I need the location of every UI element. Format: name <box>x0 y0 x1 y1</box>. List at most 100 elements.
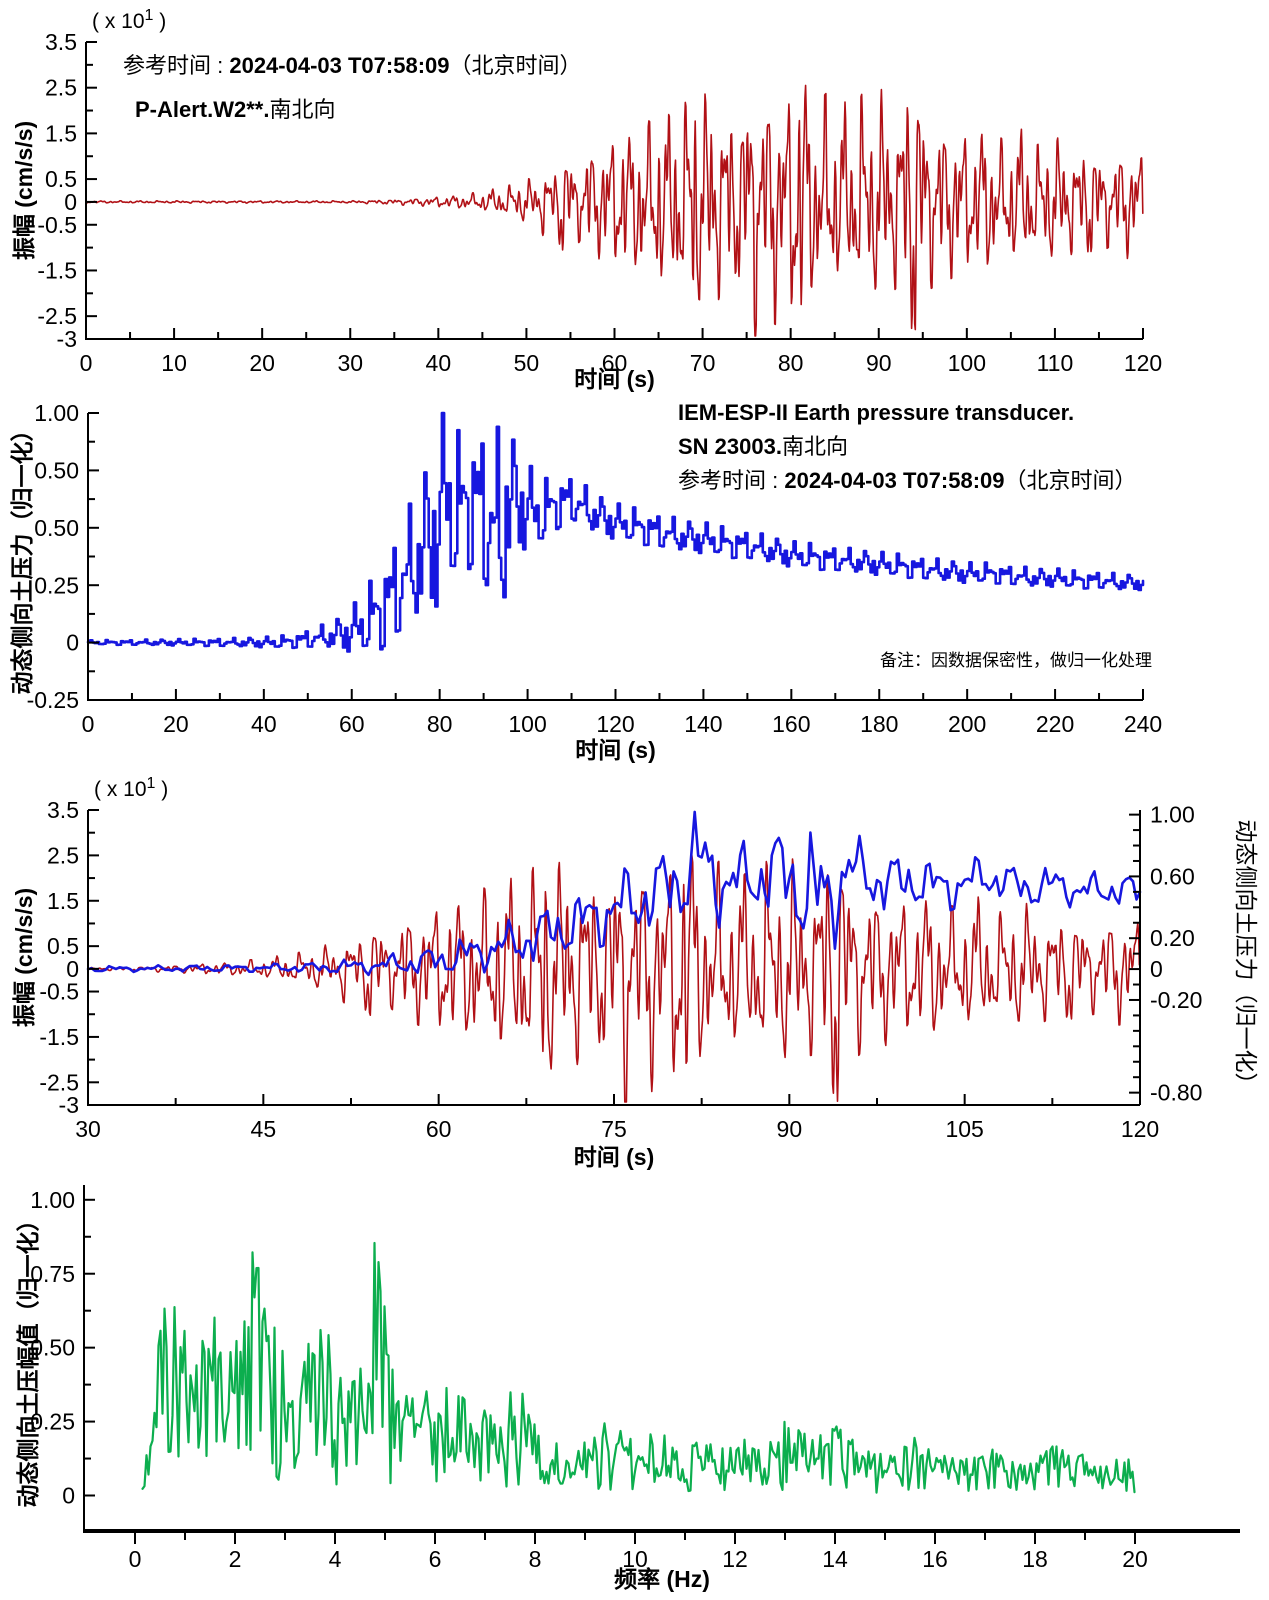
svg-text:18: 18 <box>1022 1546 1048 1572</box>
x-axis-label: 频率 (Hz) <box>614 1566 710 1592</box>
svg-text:0: 0 <box>62 1483 75 1509</box>
svg-text:75: 75 <box>601 1116 627 1142</box>
chart2-ticks <box>87 412 1144 701</box>
chart4-ticks <box>84 1198 1136 1544</box>
svg-text:0.60: 0.60 <box>1150 863 1195 889</box>
chart2-tick-labels: 0 20 40 60 80 100 120 140 160 180 200 220 240-0.2500… <box>27 400 1163 737</box>
svg-text:1.00: 1.00 <box>30 1187 75 1213</box>
svg-text:120: 120 <box>1121 1116 1159 1142</box>
svg-text:100: 100 <box>948 350 986 376</box>
chart3-axis-titles: 时间 (s) 振幅 (cm/s/s) 动态侧向土压力（归一化） ( x 101 ) <box>11 775 1259 1170</box>
svg-text:-0.80: -0.80 <box>1150 1080 1202 1106</box>
svg-text:20: 20 <box>249 350 275 376</box>
svg-text:2.5: 2.5 <box>47 842 79 868</box>
y-axis-label: 振幅 (cm/s/s) <box>11 888 37 1027</box>
ref-time-zone: （北京时间） <box>449 53 582 78</box>
svg-text:50: 50 <box>514 350 540 376</box>
svg-text:220: 220 <box>1036 711 1074 737</box>
svg-text:200: 200 <box>948 711 986 737</box>
svg-text:6: 6 <box>429 1546 442 1572</box>
svg-text:3.5: 3.5 <box>47 797 79 823</box>
device-sn-line: SN 23003.南北向 <box>678 430 1137 464</box>
svg-text:0.50: 0.50 <box>30 1335 75 1361</box>
svg-text:2: 2 <box>229 1546 242 1572</box>
chart2-axis-titles: 时间 (s) 动态侧向土压力（归一化） <box>9 419 656 764</box>
y-axis-label: 振幅 (cm/s/s) <box>11 121 37 260</box>
chart1-ticks <box>85 41 1144 340</box>
svg-text:-1.5: -1.5 <box>37 258 77 284</box>
chart2: 0 20 40 60 80 100 120 140 160 180 200 220 240-0.2500… <box>9 400 1162 763</box>
svg-text:60: 60 <box>426 1116 452 1142</box>
svg-text:0.25: 0.25 <box>30 1409 75 1435</box>
svg-text:0: 0 <box>1150 956 1163 982</box>
chart3: 30 45 60 75 90 105 120-3-2.5-1.5-0.500.51.52.5… <box>11 775 1259 1170</box>
svg-text:1.00: 1.00 <box>34 400 79 426</box>
svg-text:80: 80 <box>427 711 453 737</box>
svg-text:45: 45 <box>251 1116 277 1142</box>
svg-text:-0.20: -0.20 <box>1150 987 1202 1013</box>
svg-text:60: 60 <box>602 350 628 376</box>
svg-text:8: 8 <box>529 1546 542 1572</box>
svg-text:1.5: 1.5 <box>47 888 79 914</box>
svg-text:10: 10 <box>161 350 187 376</box>
y-axis-label: 动态侧向土压幅值（归一化） <box>15 1209 41 1508</box>
svg-text:3.5: 3.5 <box>45 29 77 55</box>
chart1-tick-labels: 0 10 20 30 40 50 60 70 80 90 100 110 120 -3-2.5 -1.5 -0… <box>37 29 1162 376</box>
svg-text:0: 0 <box>82 711 95 737</box>
svg-text:90: 90 <box>866 350 892 376</box>
svg-text:80: 80 <box>778 350 804 376</box>
svg-text:0.20: 0.20 <box>1150 925 1195 951</box>
x-axis-label: 时间 (s) <box>575 737 656 763</box>
svg-text:0: 0 <box>66 956 79 982</box>
svg-text:14: 14 <box>822 1546 848 1572</box>
chart2-annotation: IEM-ESP-II Earth pressure transducer. SN… <box>678 396 1137 498</box>
chart3-series-pressure-ns <box>86 810 1142 977</box>
x-axis-label: 时间 (s) <box>574 1144 655 1170</box>
chart2-series-pressure-ns <box>86 411 1145 653</box>
chart1-station-line: P-Alert.W2**.南北向 <box>123 88 582 132</box>
chart1-series <box>85 84 1144 337</box>
chart1-annotation: 参考时间 : 2024-04-03 T07:58:09（北京时间） P-Aler… <box>123 44 582 132</box>
ref-time-label: 参考时间 : <box>678 468 785 493</box>
svg-text:-0.5: -0.5 <box>39 979 79 1005</box>
svg-text:-2.5: -2.5 <box>37 303 77 329</box>
chart1: 0 10 20 30 40 50 60 70 80 90 100 110 120 -3-2.5 -1.5 -0… <box>11 7 1162 392</box>
station-id: P-Alert.W2**. <box>135 97 270 122</box>
svg-text:90: 90 <box>777 1116 803 1142</box>
chart4-axes <box>83 1185 1240 1533</box>
chart2-ref-time-line: 参考时间 : 2024-04-03 T07:58:09（北京时间） <box>678 464 1137 498</box>
svg-text:240: 240 <box>1124 711 1162 737</box>
svg-text:100: 100 <box>508 711 546 737</box>
chart3-ticks <box>87 809 1141 1106</box>
normalization-note: 备注：因数据保密性，做归一化处理 <box>880 651 1152 670</box>
svg-text:10: 10 <box>622 1546 648 1572</box>
svg-text:16: 16 <box>922 1546 948 1572</box>
svg-text:60: 60 <box>339 711 365 737</box>
svg-text:-2.5: -2.5 <box>39 1069 79 1095</box>
svg-text:110: 110 <box>1037 350 1074 376</box>
svg-text:0: 0 <box>64 189 77 215</box>
svg-text:0: 0 <box>80 350 93 376</box>
svg-text:12: 12 <box>722 1546 748 1572</box>
svg-text:105: 105 <box>945 1116 983 1142</box>
device-name: IEM-ESP-II Earth pressure transducer. <box>678 400 1075 425</box>
chart4-series-pressure-spectrum <box>141 1241 1136 1494</box>
device-sn: SN 23003. <box>678 434 782 459</box>
svg-text:1.00: 1.00 <box>1150 802 1195 828</box>
device-component: 南北向 <box>781 434 848 459</box>
y-axis-exponent: ( x 101 ) <box>92 7 166 33</box>
y-axis-label: 动态侧向土压力（归一化） <box>9 419 35 695</box>
svg-text:30: 30 <box>337 350 363 376</box>
svg-text:0.75: 0.75 <box>30 1261 75 1287</box>
svg-text:140: 140 <box>684 711 722 737</box>
chart2-series <box>86 411 1145 653</box>
svg-text:20: 20 <box>1122 1546 1148 1572</box>
svg-text:0.5: 0.5 <box>45 166 77 192</box>
svg-text:4: 4 <box>329 1546 342 1572</box>
svg-text:0.5: 0.5 <box>47 933 79 959</box>
y-axis-right-label: 动态侧向土压力（归一化） <box>1233 820 1259 1096</box>
ref-time-zone: （北京时间） <box>1004 468 1137 493</box>
